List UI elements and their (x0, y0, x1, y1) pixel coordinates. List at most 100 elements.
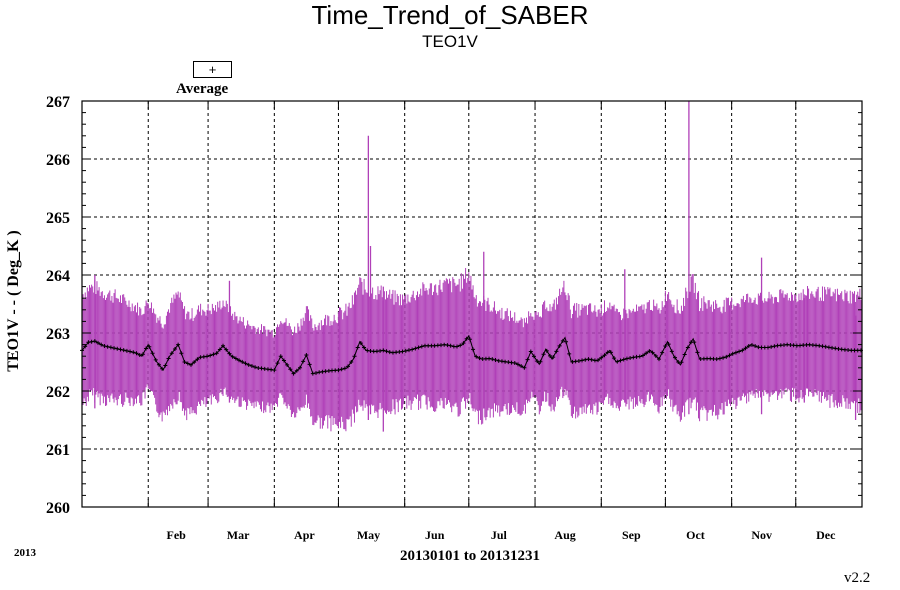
average-marker (727, 353, 732, 358)
average-marker (589, 357, 594, 362)
average-marker (416, 345, 421, 350)
average-marker (121, 348, 126, 353)
average-marker (644, 351, 649, 356)
average-marker (285, 362, 290, 367)
average-marker (240, 359, 245, 364)
average-marker (621, 357, 626, 362)
average-marker (746, 344, 751, 349)
average-marker (150, 351, 155, 356)
average-marker (685, 345, 690, 350)
average-marker (548, 353, 552, 358)
legend-label: Average (176, 81, 229, 97)
average-marker (147, 344, 152, 349)
average-marker (583, 357, 588, 362)
average-marker (673, 355, 678, 360)
average-marker (92, 339, 97, 344)
average-marker (467, 337, 472, 342)
average-marker (564, 339, 569, 344)
average-marker (291, 371, 296, 376)
average-marker (237, 358, 242, 363)
average-marker (612, 356, 617, 361)
average-marker (281, 358, 286, 363)
average-marker (772, 344, 777, 349)
average-marker (749, 342, 754, 347)
average-marker (214, 351, 219, 356)
average-marker (765, 345, 770, 350)
average-marker (195, 357, 200, 362)
y-tick-label: 267 (46, 94, 70, 111)
average-marker (531, 354, 536, 359)
average-marker (692, 340, 697, 345)
average-marker (653, 353, 658, 358)
average-marker (352, 354, 357, 359)
average-marker (826, 345, 831, 350)
average-marker (596, 358, 601, 363)
average-marker (544, 348, 549, 353)
y-tick-label: 263 (46, 326, 70, 343)
average-marker (89, 339, 94, 344)
average-marker (493, 357, 498, 362)
average-marker (519, 364, 524, 369)
average-marker (647, 349, 652, 354)
average-marker (406, 348, 411, 353)
average-marker (541, 352, 546, 357)
version-label: v2.2 (844, 570, 871, 586)
average-marker (656, 357, 661, 362)
average-marker (294, 368, 299, 373)
average-marker (669, 349, 674, 354)
average-marker (724, 354, 729, 359)
x-tick-label: Apr (294, 528, 315, 542)
x-tick-label: Oct (686, 528, 705, 542)
average-marker (557, 343, 562, 348)
average-marker (448, 343, 453, 348)
legend-symbol-box: + (193, 61, 232, 78)
year-label: 2013 (14, 547, 36, 559)
average-marker (730, 351, 735, 356)
average-marker (580, 358, 585, 363)
average-marker (118, 347, 123, 352)
average-marker (227, 351, 232, 356)
average-marker (586, 357, 591, 362)
y-tick-label: 260 (46, 500, 70, 517)
average-marker (339, 367, 344, 372)
average-marker (679, 360, 684, 365)
average-marker (400, 349, 405, 354)
average-marker (608, 350, 613, 355)
average-marker (310, 371, 315, 376)
average-marker (733, 350, 738, 355)
average-marker (314, 370, 318, 375)
x-tick-label: Dec (816, 528, 836, 542)
average-marker (128, 349, 133, 354)
average-marker (419, 344, 424, 349)
x-tick-label: Jun (425, 528, 445, 542)
average-marker (144, 346, 149, 351)
average-marker (349, 360, 354, 364)
average-marker (538, 359, 543, 364)
average-marker (576, 358, 581, 363)
average-marker (445, 343, 450, 348)
average-marker (743, 346, 748, 351)
average-marker (515, 362, 520, 367)
average-marker (336, 368, 341, 373)
average-marker (105, 344, 110, 349)
average-marker (362, 345, 367, 350)
average-marker (188, 362, 193, 367)
x-tick-label: Aug (554, 528, 575, 542)
average-marker (112, 346, 117, 351)
x-tick-label: Mar (227, 528, 250, 542)
average-marker (666, 342, 671, 347)
average-marker (695, 350, 700, 355)
average-marker (192, 360, 197, 365)
plot-frame (81, 100, 863, 508)
average-marker (682, 352, 687, 357)
average-marker (490, 357, 495, 362)
average-marker (160, 366, 165, 371)
y-tick-label: 265 (46, 210, 70, 227)
average-marker (272, 368, 277, 373)
average-marker (618, 358, 623, 363)
average-marker (249, 363, 254, 368)
average-marker (628, 356, 633, 361)
average-marker (817, 343, 822, 348)
x-tick-label: Feb (166, 528, 186, 542)
